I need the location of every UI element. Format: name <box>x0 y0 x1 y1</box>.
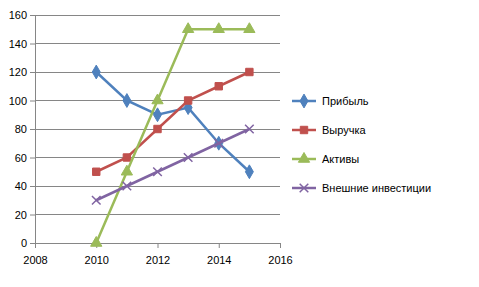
tick-label: 80 <box>15 123 27 135</box>
tick-label: 2010 <box>85 254 109 266</box>
tick-label: 20 <box>15 209 27 221</box>
tick-label: 160 <box>9 9 27 21</box>
series-line <box>96 129 249 200</box>
tick-label: 40 <box>15 180 27 192</box>
grid-line <box>35 186 280 187</box>
marker <box>154 125 161 132</box>
tick-label: 2008 <box>23 254 47 266</box>
tick: 160 <box>9 9 35 21</box>
marker <box>92 65 100 79</box>
marker <box>244 23 255 33</box>
tick-mark <box>280 243 281 248</box>
tick-mark <box>30 215 35 216</box>
tick-mark <box>30 243 35 244</box>
grid-line <box>35 15 280 16</box>
legend-label: Активы <box>322 153 359 165</box>
marker <box>215 83 222 90</box>
tick: 40 <box>15 180 35 192</box>
tick: 0 <box>21 237 35 249</box>
marker <box>153 167 162 176</box>
legend-label: Прибыль <box>322 95 369 107</box>
series-line <box>96 72 249 172</box>
legend: Прибыль Выручка Активы Внешние инвестиции <box>292 94 431 194</box>
legend-item: Внешние инвестиции <box>292 182 431 194</box>
tick-mark <box>30 101 35 102</box>
series-line <box>96 29 249 243</box>
y-axis: 0 20 40 60 80 100 120 140 160 <box>9 9 36 249</box>
grid-line <box>35 72 280 73</box>
grid-line <box>35 157 280 158</box>
tick: 60 <box>15 152 35 164</box>
tick-label: 2016 <box>268 254 292 266</box>
tick-label: 60 <box>15 152 27 164</box>
tick-label: 2012 <box>146 254 170 266</box>
marker <box>152 94 163 104</box>
marker <box>123 94 131 108</box>
tick: 2008 <box>23 243 47 266</box>
tick: 100 <box>9 95 35 107</box>
tick-mark <box>219 243 220 248</box>
x-axis: 2008 2010 2012 2014 2016 <box>23 243 292 266</box>
marker <box>245 165 253 179</box>
marker <box>184 153 193 162</box>
tick-mark <box>158 243 159 248</box>
tick: 140 <box>9 38 35 50</box>
tick: 20 <box>15 209 35 221</box>
grid-line <box>35 214 280 215</box>
tick-label: 120 <box>9 66 27 78</box>
tick: 120 <box>9 66 35 78</box>
tick-mark <box>30 158 35 159</box>
legend-item: Прибыль <box>292 94 369 108</box>
marker <box>93 168 100 175</box>
legend-item: Активы <box>292 152 359 164</box>
series-line <box>96 72 249 172</box>
tick-label: 100 <box>9 95 27 107</box>
tick: 2014 <box>207 243 231 266</box>
marker <box>123 154 130 161</box>
chart: 0 20 40 60 80 100 120 140 160 2008 2010 2012 2014 201… <box>0 0 479 287</box>
tick-mark <box>35 243 36 248</box>
tick: 80 <box>15 123 35 135</box>
grid <box>35 15 280 243</box>
legend-item: Выручка <box>292 124 367 136</box>
legend-label: Выручка <box>322 124 367 136</box>
grid-line <box>35 43 280 44</box>
marker <box>245 125 254 134</box>
marker <box>246 68 253 75</box>
legend-label: Внешние инвестиции <box>322 182 431 194</box>
tick-label: 2014 <box>207 254 231 266</box>
tick-mark <box>30 186 35 187</box>
legend-marker <box>298 152 309 162</box>
marker <box>123 182 132 191</box>
marker <box>182 23 193 33</box>
tick-label: 0 <box>21 237 27 249</box>
marker <box>91 236 102 246</box>
marker <box>92 196 101 205</box>
tick-mark <box>30 15 35 16</box>
legend-marker <box>300 184 309 193</box>
axis-line <box>30 16 36 244</box>
tick-mark <box>30 72 35 73</box>
tick-label: 140 <box>9 38 27 50</box>
legend-marker <box>300 94 308 108</box>
tick: 2016 <box>268 243 292 266</box>
legend-marker <box>300 126 307 133</box>
tick-mark <box>30 44 35 45</box>
tick: 2012 <box>146 243 170 266</box>
marker <box>214 139 223 148</box>
axis-line <box>36 244 281 249</box>
plot-area <box>91 23 255 247</box>
marker <box>213 23 224 33</box>
marker <box>121 165 132 175</box>
tick-mark <box>30 129 35 130</box>
marker <box>184 97 191 104</box>
